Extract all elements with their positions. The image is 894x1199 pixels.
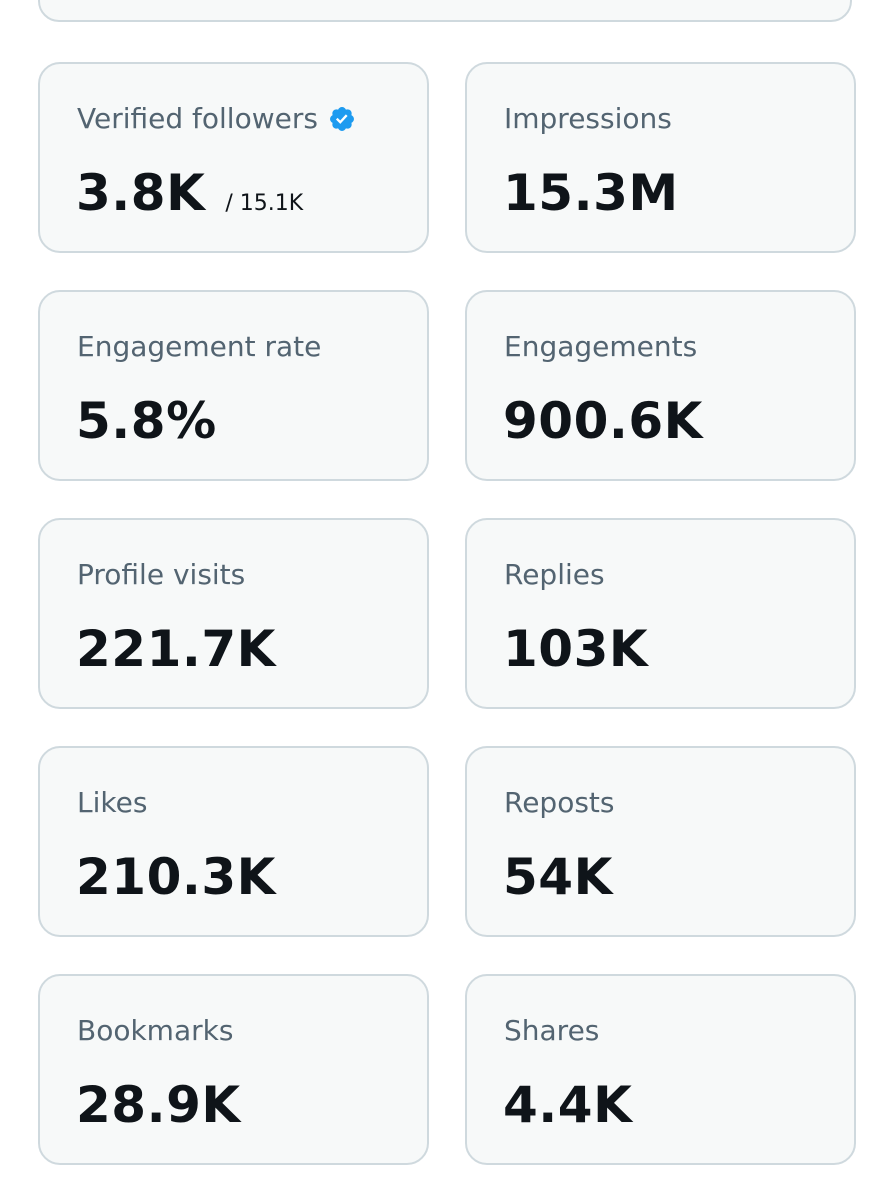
metric-card-engagement-rate[interactable]: Engagement rate 5.8%: [38, 290, 429, 481]
metric-value: 5.8%: [76, 392, 217, 450]
metric-total: / 15.1K: [225, 191, 304, 216]
metric-label: Reposts: [504, 786, 615, 819]
metric-value-row: 54K: [503, 848, 613, 906]
metric-label-text: Verified followers: [77, 102, 318, 135]
metric-card-engagements[interactable]: Engagements 900.6K: [465, 290, 856, 481]
metric-value: 221.7K: [76, 620, 276, 678]
metric-card-replies[interactable]: Replies 103K: [465, 518, 856, 709]
metric-card-shares[interactable]: Shares 4.4K: [465, 974, 856, 1165]
metric-label: Bookmarks: [77, 1014, 234, 1047]
metric-card-verified-followers[interactable]: Verified followers 3.8K / 15.1K: [38, 62, 429, 253]
metric-value-row: 15.3M: [503, 164, 679, 222]
metric-card-bookmarks[interactable]: Bookmarks 28.9K: [38, 974, 429, 1165]
metric-value-row: 210.3K: [76, 848, 276, 906]
verified-badge-icon: [328, 105, 356, 133]
metric-value-row: 28.9K: [76, 1076, 241, 1134]
metric-label: Profile visits: [77, 558, 246, 591]
metric-label: Shares: [504, 1014, 600, 1047]
metric-value: 900.6K: [503, 392, 703, 450]
previous-metric-card: [38, 0, 852, 22]
metric-card-profile-visits[interactable]: Profile visits 221.7K: [38, 518, 429, 709]
metric-label: Engagements: [504, 330, 698, 363]
metric-label: Engagement rate: [77, 330, 322, 363]
metric-value: 210.3K: [76, 848, 276, 906]
metric-value-row: 5.8%: [76, 392, 217, 450]
metric-label: Replies: [504, 558, 605, 591]
metrics-grid: Verified followers 3.8K / 15.1K Impressi…: [38, 62, 856, 1165]
metric-card-reposts[interactable]: Reposts 54K: [465, 746, 856, 937]
metric-value-row: 3.8K / 15.1K: [76, 164, 303, 222]
metric-value: 28.9K: [76, 1076, 241, 1134]
metric-card-impressions[interactable]: Impressions 15.3M: [465, 62, 856, 253]
metric-label: Likes: [77, 786, 148, 819]
metric-value: 15.3M: [503, 164, 679, 222]
metric-label: Impressions: [504, 102, 672, 135]
metric-value-row: 4.4K: [503, 1076, 632, 1134]
metric-label: Verified followers: [77, 102, 356, 135]
metric-value: 54K: [503, 848, 613, 906]
metric-value: 4.4K: [503, 1076, 633, 1134]
metric-value-row: 103K: [503, 620, 648, 678]
metric-value-row: 900.6K: [503, 392, 703, 450]
metric-value: 103K: [503, 620, 649, 678]
metric-value-row: 221.7K: [76, 620, 276, 678]
metric-card-likes[interactable]: Likes 210.3K: [38, 746, 429, 937]
metric-value: 3.8K: [76, 164, 206, 222]
